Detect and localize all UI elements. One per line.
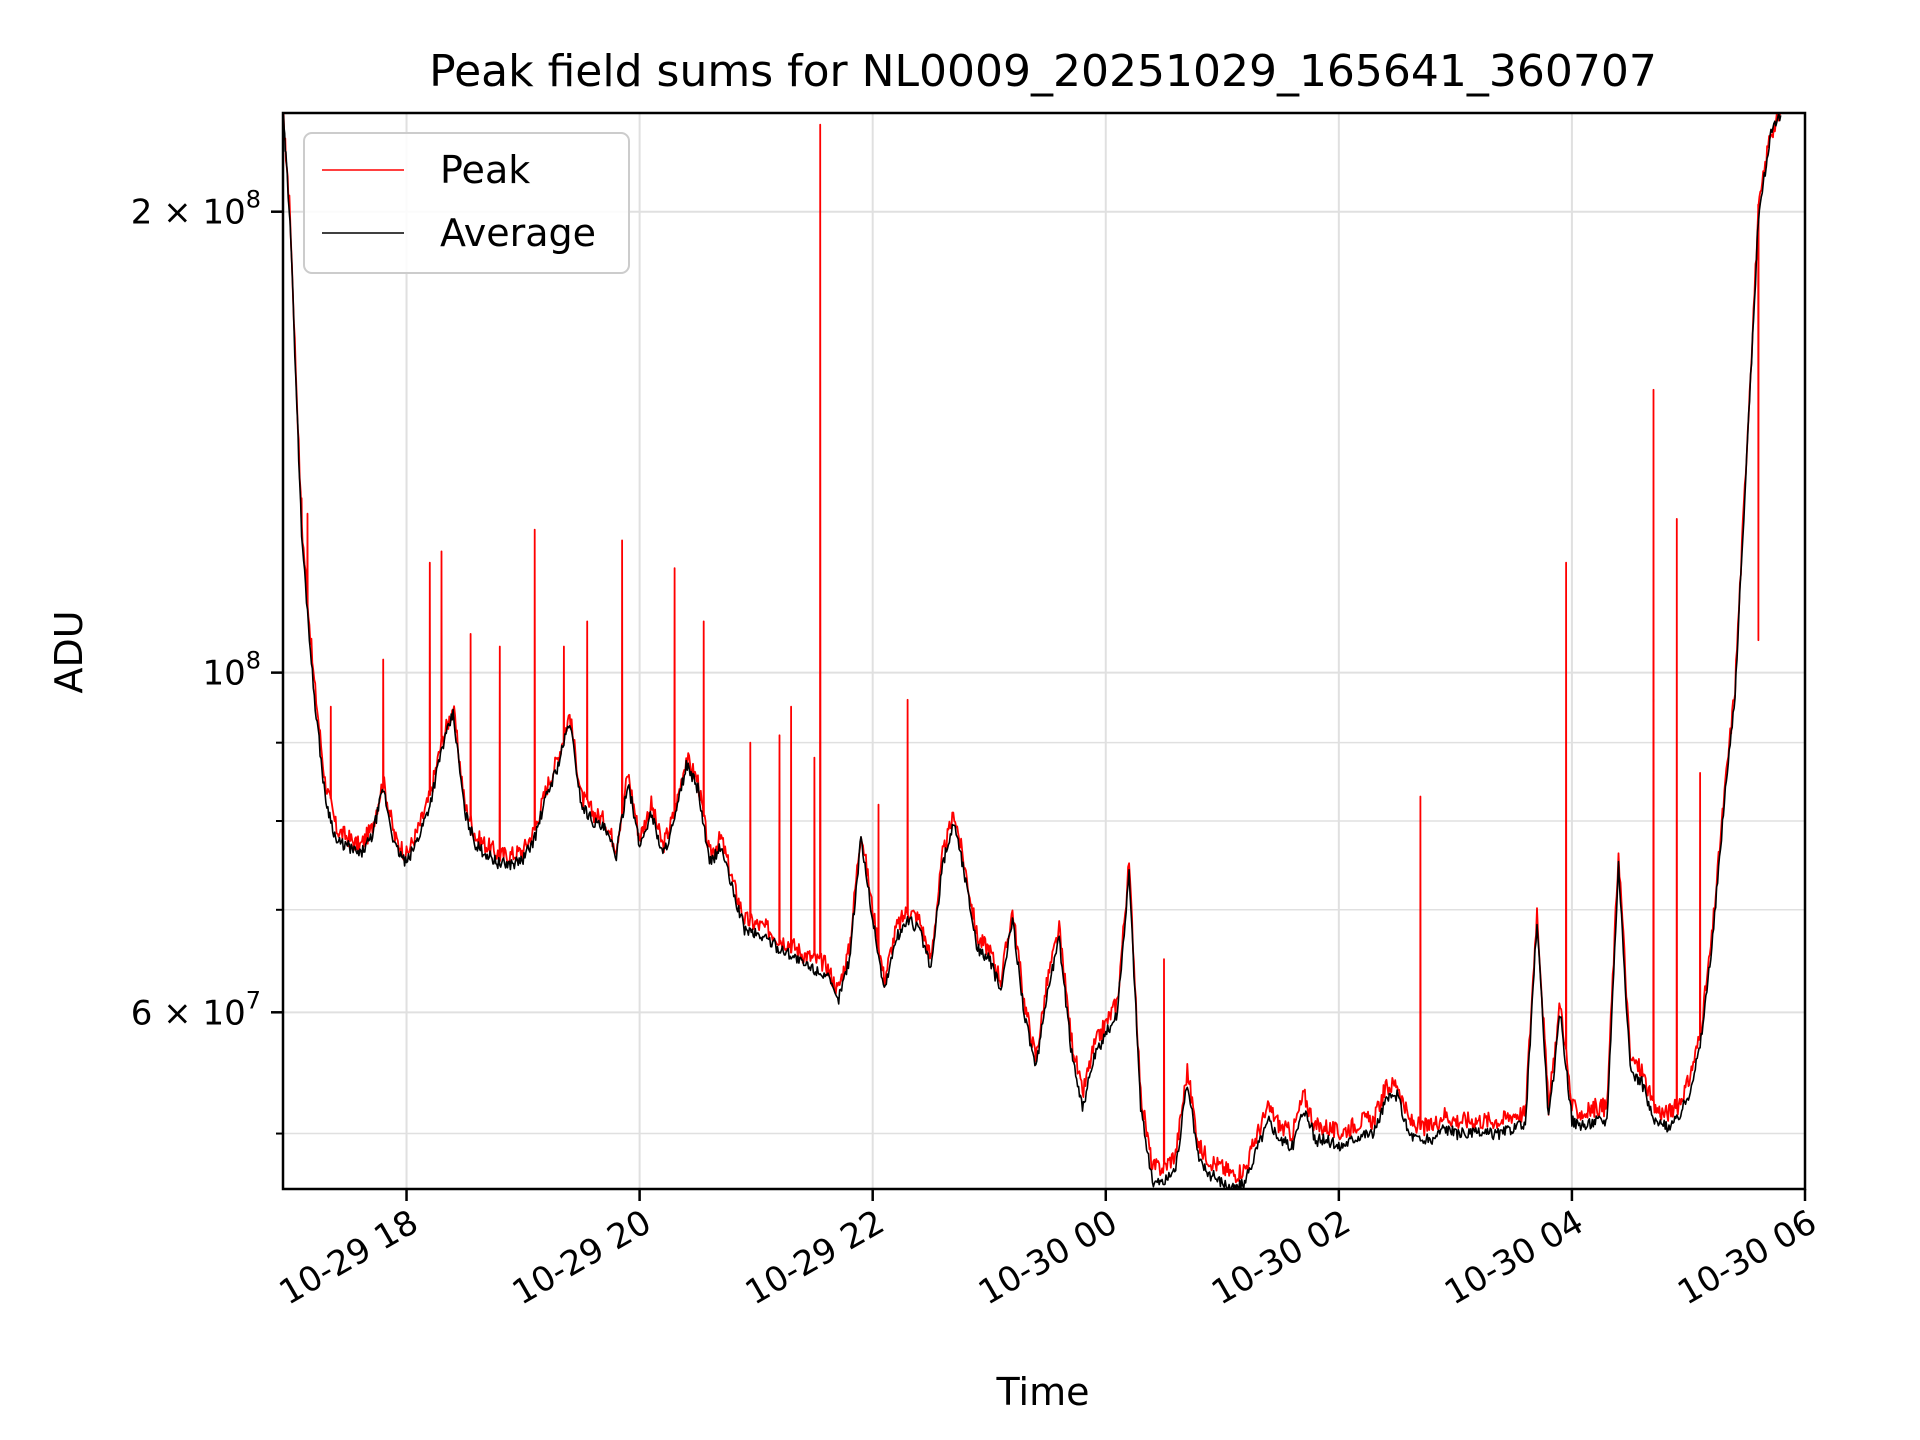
chart-title: Peak field sums for NL0009_20251029_1656… <box>429 46 1657 97</box>
series-line-average <box>283 113 1782 1189</box>
plot-frame <box>281 111 1807 1191</box>
y-axis-ticks: 2 × 108 108 6 × 107 <box>131 186 283 1135</box>
legend-label-average: Average <box>440 211 596 255</box>
legend-box <box>303 132 630 274</box>
legend-label-peak: Peak <box>440 148 530 192</box>
y-tick-label: 2 × 108 <box>131 186 261 233</box>
series-layer <box>283 113 1782 1189</box>
y-axis-label: ADU <box>47 610 91 693</box>
y-tick-label: 108 <box>202 647 261 694</box>
y-tick-label: 6 × 107 <box>131 986 261 1033</box>
legend: Peak Average <box>303 132 630 274</box>
x-axis-label: Time <box>996 1370 1090 1414</box>
